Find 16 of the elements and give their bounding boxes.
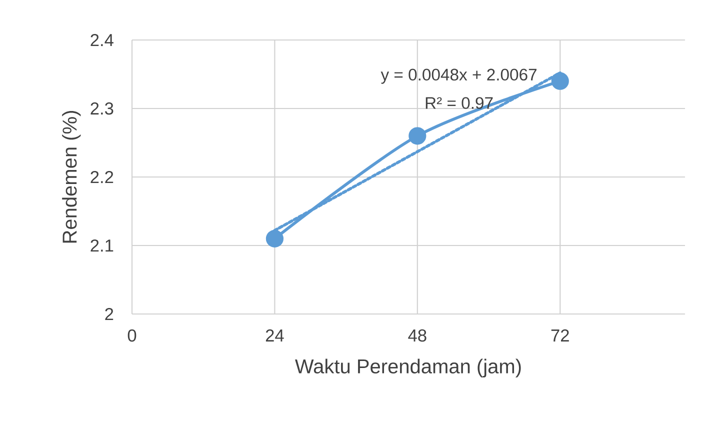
y-tick-label: 2.3 [90, 102, 114, 115]
y-tick-label: 2.4 [90, 34, 114, 46]
x-tick-label: 0 [128, 329, 136, 342]
x-tick-label: 72 [551, 329, 569, 342]
annotation: y = 0.0048x + 2.0067 [380, 68, 536, 84]
y-axis-title: Rendemen (%) [62, 111, 81, 243]
y-tick-label: 2.2 [90, 170, 114, 184]
point [408, 127, 426, 145]
y-tick-label: 2 [105, 308, 114, 320]
x-tick-label: 48 [408, 329, 426, 342]
y-tick-label: 2.1 [90, 239, 114, 252]
annotation: R² = 0.97 [426, 97, 493, 109]
x-axis-title: Waktu Perendaman (jam) [295, 358, 521, 378]
point [551, 72, 569, 90]
point [266, 230, 284, 248]
x-tick-label: 24 [266, 329, 284, 342]
